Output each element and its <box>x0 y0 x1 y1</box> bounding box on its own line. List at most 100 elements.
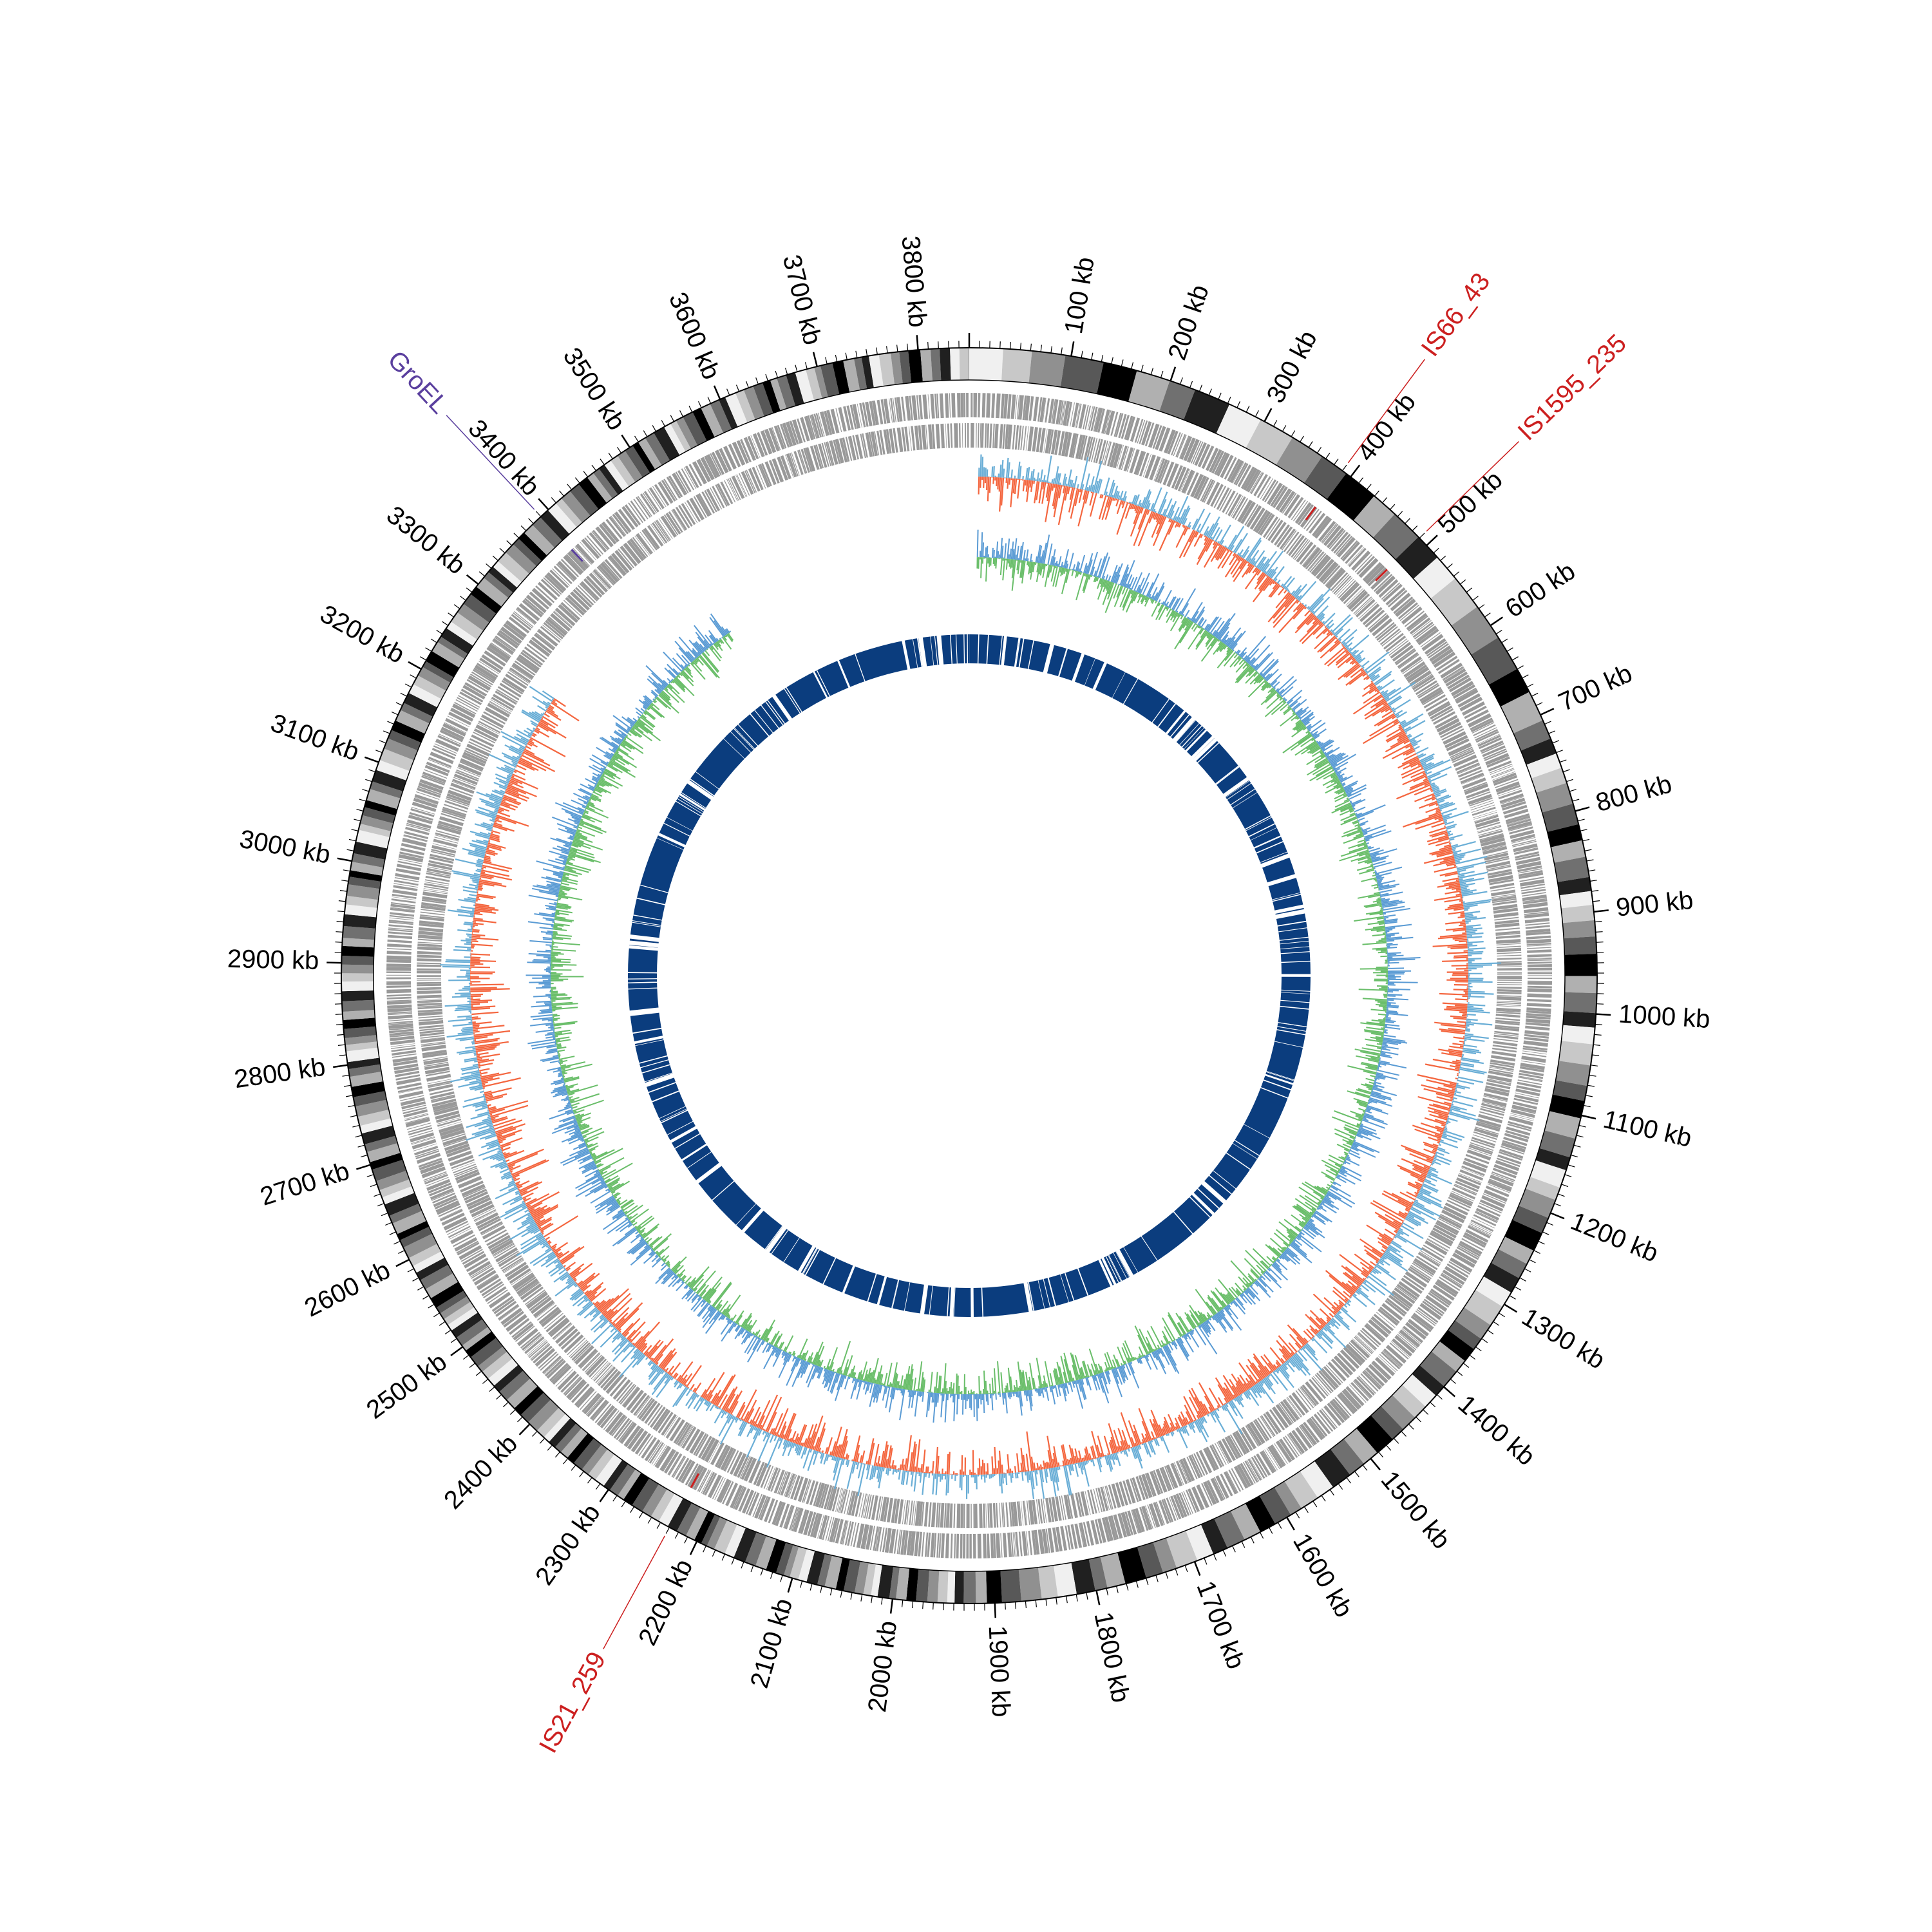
gene-block <box>1353 596 1372 614</box>
gene-block <box>1467 791 1491 801</box>
ideogram-band <box>1137 1542 1164 1578</box>
gene-block <box>764 1498 775 1522</box>
ideogram-band <box>770 378 787 411</box>
minor-tick <box>1106 1588 1109 1596</box>
gene-block <box>1106 442 1115 467</box>
gene-block <box>1007 394 1012 419</box>
gene-block <box>1345 544 1363 564</box>
gene-block <box>1509 826 1533 835</box>
gene-block <box>535 585 555 603</box>
gene-block <box>766 1466 776 1490</box>
gene-block <box>432 1101 457 1111</box>
gene-block <box>400 1097 425 1106</box>
minor-tick <box>765 374 768 381</box>
chromosome-ideogram <box>341 347 1598 1604</box>
ideogram-band <box>343 914 377 929</box>
feature-gap <box>1274 907 1305 914</box>
gene-block <box>591 1360 609 1379</box>
gene-block <box>1157 459 1168 483</box>
gene-block <box>1472 722 1495 734</box>
gene-block <box>506 1264 529 1281</box>
gene-block <box>592 569 612 589</box>
gene-block <box>1450 1257 1473 1273</box>
feature-gap <box>1108 1254 1122 1282</box>
gene-block <box>523 1335 543 1352</box>
gene-block <box>775 1502 786 1526</box>
gene-block <box>1526 1016 1551 1020</box>
gene-block <box>570 591 590 611</box>
gene-block <box>548 616 568 634</box>
feature-gap <box>1037 1280 1045 1309</box>
feature-gap <box>1015 637 1021 668</box>
gene-block <box>1241 1426 1257 1450</box>
gene-block <box>1473 1131 1497 1141</box>
gene-block <box>417 786 442 795</box>
gene-block <box>1441 728 1464 741</box>
gene-block <box>835 439 844 464</box>
ideogram-band <box>416 1257 449 1280</box>
gene-block <box>421 1041 446 1045</box>
gene-block <box>419 1029 444 1034</box>
gene-block <box>466 679 489 693</box>
gene-block <box>1098 440 1106 464</box>
gene-block <box>857 403 862 428</box>
gene-block <box>815 413 824 437</box>
gene-block <box>1159 427 1171 452</box>
gene-block <box>1237 464 1252 488</box>
minor-tick <box>360 1154 368 1158</box>
ideogram-band <box>450 612 484 640</box>
feature-gap <box>1222 777 1248 795</box>
gene-block <box>1091 438 1098 462</box>
gene-block <box>1493 775 1518 786</box>
gene-block <box>481 1223 504 1236</box>
gene-block <box>1480 740 1504 753</box>
gene-block <box>954 1533 956 1558</box>
gene-block <box>724 1449 737 1472</box>
feature-gap <box>647 1082 677 1094</box>
ideogram-band <box>795 369 815 404</box>
ideogram-band <box>1562 920 1596 939</box>
gene-block <box>700 457 715 480</box>
gene-block <box>1428 1292 1450 1308</box>
gene-block <box>1484 750 1508 761</box>
major-tick <box>333 1064 348 1068</box>
feature-gap <box>936 634 944 666</box>
gene-block <box>1489 878 1514 886</box>
minor-tick <box>462 1354 469 1360</box>
gene-block <box>1094 1519 1103 1544</box>
minor-tick <box>1573 1144 1581 1148</box>
gene-block <box>1240 501 1256 524</box>
gene-block <box>395 1074 421 1081</box>
gene-block <box>493 1244 515 1257</box>
gene-block <box>780 1472 791 1496</box>
gene-block <box>581 538 600 560</box>
gene-block <box>439 1126 464 1137</box>
gene-block <box>1020 426 1024 450</box>
minor-tick <box>436 629 443 635</box>
ideogram-band <box>446 621 478 646</box>
gene-block <box>840 1520 848 1545</box>
gene-block <box>437 825 461 835</box>
gene-block <box>1431 648 1454 665</box>
feature-gap <box>1197 742 1220 764</box>
gene-block <box>1481 837 1505 847</box>
gene-block <box>940 1533 942 1558</box>
minor-tick <box>1366 484 1372 490</box>
gene-block <box>655 520 670 541</box>
gene-block <box>904 1500 909 1525</box>
gene-block <box>704 1473 717 1496</box>
tick-label: 1500 kb <box>1376 1466 1456 1555</box>
gene-block <box>1463 782 1488 791</box>
gene-block <box>1405 664 1428 681</box>
gene-block <box>1090 406 1098 431</box>
gene-block <box>1524 907 1549 914</box>
tick-label: 3100 kb <box>267 708 363 766</box>
ideogram-band <box>1314 1449 1350 1488</box>
feature-gap <box>1280 951 1311 954</box>
ideogram-band <box>1531 768 1567 793</box>
gene-block <box>817 412 825 437</box>
gene-block <box>1367 612 1387 630</box>
gene-block <box>793 1508 804 1533</box>
gene-block <box>405 1116 430 1124</box>
gene-block <box>422 772 446 782</box>
